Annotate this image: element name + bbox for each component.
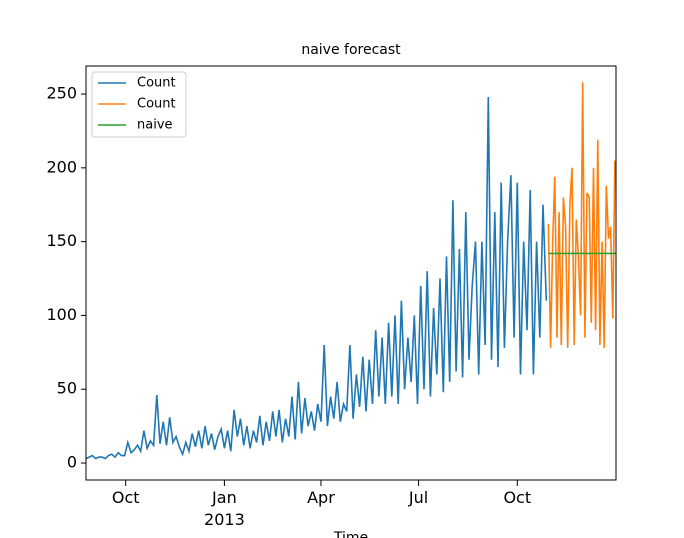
plot-frame	[85, 65, 617, 481]
legend-label: naive	[137, 118, 173, 133]
y-tick-label: 50	[57, 379, 77, 398]
x-axis-label: Time	[333, 530, 368, 538]
y-tick-label: 100	[46, 305, 77, 324]
y-tick-label: 0	[67, 453, 77, 472]
x-tick-label: Oct	[503, 488, 532, 507]
y-tick-label: 150	[46, 231, 77, 250]
chart-title: naive forecast	[301, 42, 401, 58]
y-tick-label: 250	[46, 84, 77, 103]
line-series	[547, 82, 616, 348]
legend-label: Count	[137, 76, 176, 91]
x-tick-label: Oct	[111, 488, 140, 507]
legend-label: Count	[137, 97, 176, 112]
x-tick-label: Jan 2013	[204, 488, 245, 529]
legend-box	[91, 71, 187, 138]
y-tick-label: 200	[46, 157, 77, 176]
x-tick-label: Jul	[408, 488, 429, 507]
line-series	[86, 96, 548, 460]
x-tick-label: Apr	[307, 488, 335, 507]
